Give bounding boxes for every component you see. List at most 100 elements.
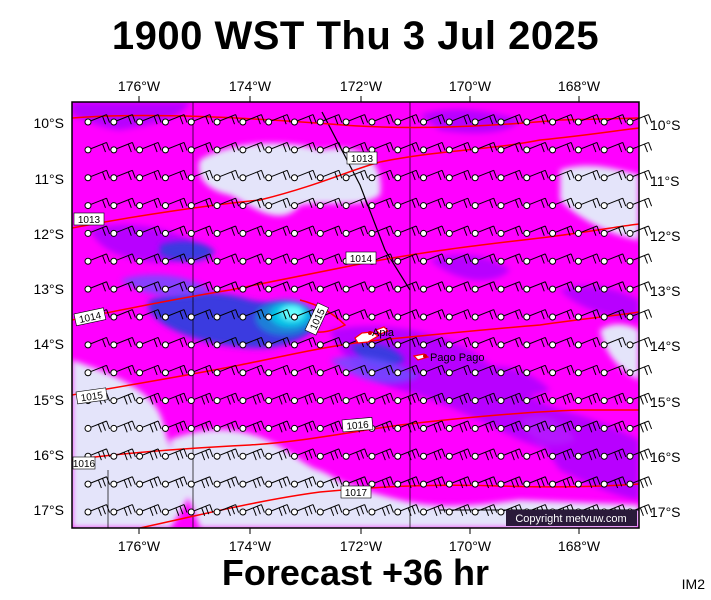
wind-barb	[316, 476, 343, 489]
wind-barb	[600, 392, 627, 405]
wind-barb	[213, 392, 240, 405]
wind-barb	[187, 281, 214, 293]
lat-label: 12°S	[650, 228, 681, 244]
wind-barb	[161, 392, 188, 405]
wind-barb	[342, 448, 369, 461]
wind-barb	[523, 114, 549, 126]
wind-barb	[420, 476, 446, 489]
isobar-label-text: 1013	[78, 215, 101, 226]
wind-barb	[368, 281, 394, 293]
rain-field	[72, 102, 639, 528]
wind-barb	[445, 364, 472, 377]
wind-barb	[290, 448, 317, 461]
wind-barb	[445, 309, 472, 321]
wind-barb	[497, 392, 523, 405]
wind-barb	[316, 225, 343, 237]
wind-barb	[368, 114, 394, 126]
wind-barb	[110, 392, 136, 405]
wind-barb	[574, 114, 601, 126]
wind-barb	[471, 448, 498, 461]
wind-barb	[394, 448, 420, 461]
wind-barb	[136, 309, 162, 321]
wind-barb	[213, 448, 240, 461]
wind-barb	[110, 309, 136, 321]
wind-barb	[549, 336, 575, 349]
wind-barb	[187, 253, 214, 265]
wind-barb	[265, 114, 291, 126]
forecast-label: Forecast +36 hr	[221, 552, 490, 593]
wind-barb	[523, 420, 549, 433]
wind-barb	[265, 253, 291, 265]
wind-barb	[239, 169, 265, 182]
wind-barb	[136, 364, 162, 377]
wind-barb	[420, 392, 446, 405]
wind-barb	[574, 364, 601, 377]
wind-barb	[445, 169, 472, 182]
wind-barb	[239, 476, 265, 489]
wind-barb	[471, 392, 498, 405]
isobar-label: 1014	[345, 251, 377, 265]
wind-barb	[394, 253, 420, 265]
lat-label: 10°S	[650, 117, 681, 133]
wind-barb	[136, 392, 162, 405]
wind-barb	[239, 253, 265, 265]
wind-barb	[420, 141, 446, 154]
wind-barb	[136, 476, 162, 489]
wind-barb	[497, 169, 523, 182]
wind-barb	[213, 253, 240, 265]
wind-barb	[600, 169, 627, 182]
lat-label: 16°S	[650, 449, 681, 465]
wind-barb	[290, 364, 317, 377]
wind-barb	[445, 392, 472, 405]
wind-barb	[394, 309, 420, 321]
wind-barb	[265, 504, 291, 517]
wind-barb	[265, 420, 291, 433]
isobar-label-text: 1016	[346, 420, 370, 433]
wind-barb	[290, 420, 317, 433]
wind-barb	[626, 197, 653, 210]
wind-barb	[394, 504, 420, 517]
map-code: IM2	[681, 576, 705, 592]
wind-barb	[213, 197, 240, 210]
wind-barb	[110, 420, 136, 433]
wind-barb	[316, 336, 343, 349]
wind-barb	[523, 281, 549, 293]
wind-barb	[239, 364, 265, 377]
wind-barb	[290, 476, 317, 489]
lat-label: 17°S	[650, 504, 681, 520]
wind-barb	[316, 141, 343, 154]
wind-barb	[110, 114, 136, 126]
isobar-label: 1013	[73, 212, 105, 226]
wind-barb	[626, 420, 653, 433]
wind-barb	[626, 114, 653, 126]
wind-barb	[497, 420, 523, 433]
wind-barb	[600, 197, 627, 210]
wind-barb	[84, 420, 111, 433]
wind-barb	[110, 253, 136, 265]
wind-barb	[497, 253, 523, 265]
wind-barb	[497, 476, 523, 489]
wind-barb	[213, 225, 240, 237]
wind-barb	[471, 169, 498, 182]
wind-barb	[471, 141, 498, 154]
wind-barb	[187, 169, 214, 182]
wind-barb	[497, 197, 523, 210]
wind-barb	[394, 336, 420, 349]
wind-barb	[161, 141, 188, 154]
wind-barb	[316, 504, 343, 517]
wind-barb	[523, 309, 549, 321]
wind-barb	[110, 336, 136, 349]
wind-barb	[626, 141, 653, 154]
wind-barb	[368, 197, 394, 210]
wind-barb	[239, 114, 265, 126]
wind-barb	[290, 169, 317, 182]
wind-barb	[574, 253, 601, 265]
wind-barb	[420, 309, 446, 321]
wind-barb	[84, 364, 111, 377]
wind-barb	[497, 225, 523, 237]
isobar-label-text: 1017	[345, 488, 368, 499]
wind-barb	[445, 476, 472, 489]
wind-barb	[368, 364, 394, 377]
lon-label: 172°W	[340, 538, 383, 554]
